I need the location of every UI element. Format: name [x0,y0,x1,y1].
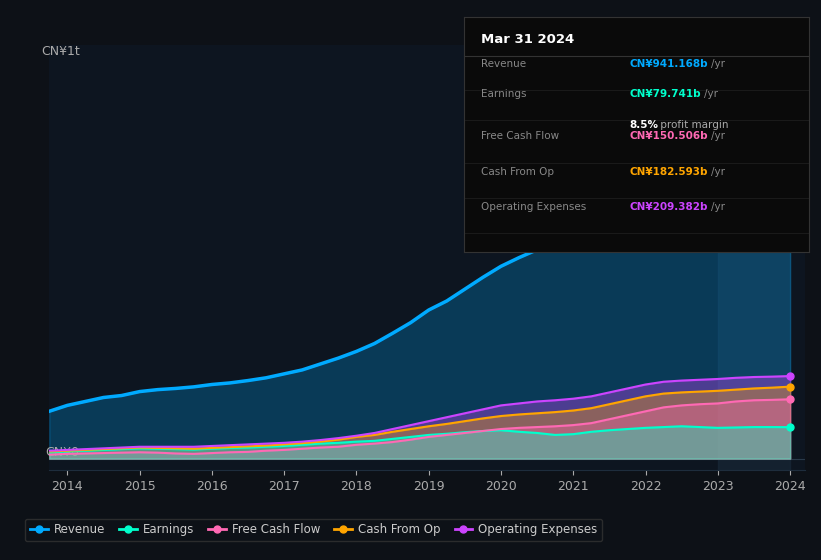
Text: Cash From Op: Cash From Op [481,167,554,177]
Text: Revenue: Revenue [481,59,526,68]
Text: CN¥150.506b: CN¥150.506b [630,132,708,142]
Text: /yr: /yr [711,202,725,212]
Text: Operating Expenses: Operating Expenses [481,202,586,212]
Text: /yr: /yr [704,89,718,99]
Text: CN¥0: CN¥0 [45,446,80,459]
Text: 8.5%: 8.5% [630,120,658,130]
Legend: Revenue, Earnings, Free Cash Flow, Cash From Op, Operating Expenses: Revenue, Earnings, Free Cash Flow, Cash … [25,519,602,541]
Text: Free Cash Flow: Free Cash Flow [481,132,559,142]
Text: profit margin: profit margin [657,120,728,130]
Text: CN¥941.168b: CN¥941.168b [630,59,708,68]
Bar [718,45,790,470]
Text: CN¥1t: CN¥1t [42,45,80,58]
Text: CN¥182.593b: CN¥182.593b [630,167,708,177]
Text: CN¥79.741b: CN¥79.741b [630,89,701,99]
Text: /yr: /yr [711,167,725,177]
Text: Earnings: Earnings [481,89,526,99]
Text: CN¥209.382b: CN¥209.382b [630,202,708,212]
Text: Mar 31 2024: Mar 31 2024 [481,33,575,46]
Text: /yr: /yr [711,132,725,142]
Text: /yr: /yr [711,59,725,68]
